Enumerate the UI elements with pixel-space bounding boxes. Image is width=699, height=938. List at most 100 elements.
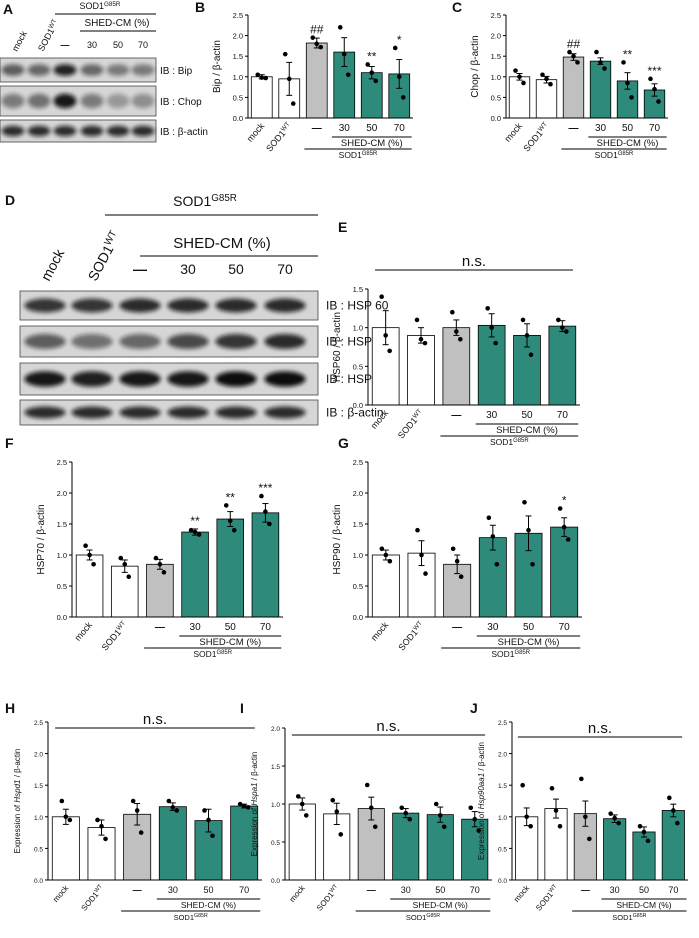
bar [442,327,471,406]
bar [51,816,80,881]
y-tick-label: 2.5 [57,458,67,467]
data-point [303,813,309,818]
blot-band [24,334,66,349]
data-point [423,571,428,576]
y-tick-label: 0.0 [491,114,501,123]
group-label-sup: G85R [104,1,121,8]
group-label: SHED-CM (%) [498,637,560,648]
outer-label-sup: G85R [194,913,208,919]
x-tick-label-sup: WT [279,120,291,132]
data-point [400,95,406,100]
data-point [210,833,215,839]
group-label: SHED-CM (%) [496,425,558,436]
data-point [513,68,518,73]
data-point [118,555,124,561]
outer-label-main: SOD1 [595,150,618,160]
y-tick-label: 1.0 [353,324,363,333]
data-point [379,294,384,300]
y-axis-label-part: HSP70 / β-actin [36,504,47,574]
data-point [338,832,344,837]
data-point [571,53,576,59]
group-label: SHED-CM (%) [597,138,659,149]
subgroup-label: SHED-CM (%) [173,235,271,252]
data-point [675,820,680,826]
significance: ** [367,49,377,63]
data-point [594,49,599,55]
panel-letter: B [195,0,205,15]
bar [544,808,568,881]
blot-band [264,371,306,387]
y-tick-label: 1.5 [57,520,67,529]
panel-letter: A [3,1,13,17]
bar [250,76,273,119]
y-tick-label: 1.0 [271,802,280,809]
data-point [91,562,96,567]
y-axis-label-part: Expression of [250,806,259,857]
data-point [174,808,180,813]
blot-band [71,371,113,387]
data-point [365,62,371,67]
bar [158,806,187,881]
error-bar [134,803,141,826]
blot-band [1,93,25,109]
x-tick-label-sup: WT [548,883,559,894]
data-point [373,78,379,84]
data-point [263,509,268,514]
significance: * [397,33,402,47]
lane-label: 50 [113,40,123,50]
data-point [299,801,305,807]
y-tick-label: 1.0 [233,73,243,82]
data-point [540,72,545,78]
bar [461,818,489,881]
outer-label-sup: G85R [362,151,378,157]
lane-label: 30 [87,40,97,50]
y-tick-label: 0.0 [34,878,43,885]
data-point [598,60,603,65]
x-tick-label: 30 [487,622,499,633]
data-point [259,75,265,80]
y-axis-label-part: Hspa1 [250,783,259,806]
bar [75,554,104,618]
blot-band [167,298,209,313]
bracket-label: n.s. [462,253,486,270]
group-label: SOD1G85R [80,1,121,12]
group-label: SOD1G85R [173,193,237,210]
blot-row-label: IB : Chop [160,97,202,108]
data-point [433,801,439,807]
outer-label: SOD1G85R [490,437,529,447]
data-point [368,805,374,811]
outer-label: SOD1G85R [612,913,646,922]
data-point [63,814,69,820]
data-point [667,795,672,801]
x-tick-label: 70 [239,885,249,895]
y-tick-label: 2.0 [57,489,67,498]
x-tick-label: 70 [470,885,480,895]
blot-band [27,93,51,109]
blot-band [27,64,51,76]
y-axis-label-part: / β-actin [477,742,486,773]
y-tick-label: 1.5 [353,520,363,529]
bar [632,831,656,881]
y-tick-label: 0.5 [271,840,280,847]
blot-band [24,298,66,313]
lane-label-main: SOD1 [36,27,56,53]
y-axis-label-part: Chop / β-actin [470,35,481,97]
data-point [192,529,198,535]
bracket-label: n.s. [588,720,612,737]
data-point [524,333,530,338]
data-point [245,805,251,810]
x-tick-label: — [155,622,165,633]
bar [288,803,316,881]
significance: ## [310,23,324,37]
data-point [387,348,392,354]
y-axis-label-part: Expression of [13,803,22,854]
blot-band [119,298,161,313]
x-tick-label: 70 [260,622,272,633]
data-point [561,524,567,530]
data-point [392,45,398,51]
data-point [59,798,65,804]
data-point [441,824,447,830]
data-point [318,44,324,50]
x-tick-label: mock [503,120,525,143]
outer-label: SOD1G85R [174,913,208,922]
